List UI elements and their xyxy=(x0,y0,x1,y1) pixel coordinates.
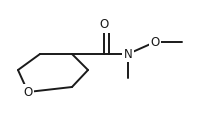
Text: O: O xyxy=(23,85,33,98)
Text: O: O xyxy=(150,36,160,49)
Text: N: N xyxy=(124,47,132,60)
Text: O: O xyxy=(99,18,109,31)
